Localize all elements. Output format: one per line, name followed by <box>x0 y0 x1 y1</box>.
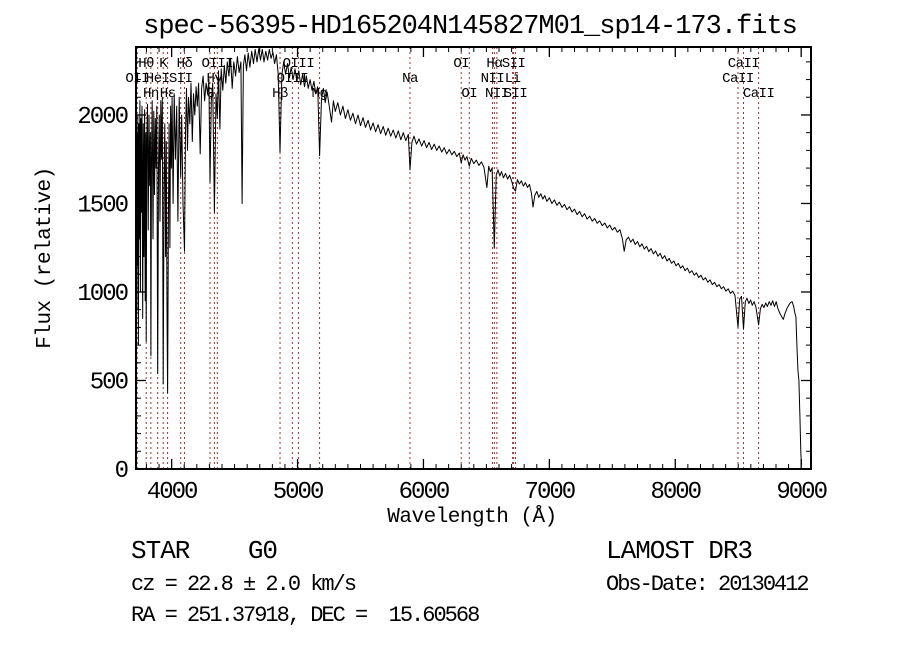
y-tick-label: 500 <box>90 369 128 396</box>
spectral-line-label: CaII <box>722 71 754 87</box>
spectral-line-label: NII <box>481 71 505 87</box>
x-tick-label: 8000 <box>650 479 700 506</box>
object-class-label: STAR G0 <box>131 536 278 566</box>
spectral-line-label: Hδ <box>177 56 193 72</box>
obs-date-label: Obs-Date: 20130412 <box>606 572 810 597</box>
spectral-line-label: OII <box>125 71 149 87</box>
spectral-line-label: Hα <box>486 56 502 72</box>
y-tick-label: 1500 <box>77 192 127 219</box>
spectrum-line <box>135 48 803 465</box>
y-tick-label: 2000 <box>77 104 127 131</box>
spectral-line-label: Na <box>402 71 418 87</box>
y-tick-label: 1000 <box>77 281 127 308</box>
y-tick-label: 0 <box>115 458 128 485</box>
x-tick-label: 7000 <box>525 479 575 506</box>
spectral-line-label: Hγ <box>207 71 223 87</box>
spectral-line-label: NII <box>485 86 509 102</box>
spectral-line-label: OI <box>453 56 469 72</box>
redshift-velocity-label: cz = 22.8 ± 2.0 km/s <box>131 572 357 597</box>
ra-dec-label: RA = 251.37918, DEC = 15.60568 <box>131 603 480 628</box>
spectral-line-label: Hβ <box>272 86 288 102</box>
spectral-line-label: K <box>159 56 168 72</box>
spectral-line-label: SII <box>169 71 193 87</box>
spectral-line-label: Hε <box>160 86 176 102</box>
spectral-line-markers <box>136 47 760 469</box>
spectral-line-label: G <box>206 86 214 102</box>
plot-title: spec-56395-HD165204N145827M01_sp14-173.f… <box>143 12 797 42</box>
spectral-line-label: Hθ <box>138 56 154 72</box>
spectral-line-label: SII <box>504 86 528 102</box>
spectral-line-labels: OIIHθHηHeIKHεSIIHδGHγOIIIHβOIIIOIIIMgNaO… <box>125 56 775 102</box>
plot-frame <box>135 46 812 470</box>
plot-frame-and-ticks: 4000 5000 6000 7000 8000 9000 0 500 1000 1500 2000 <box>77 46 829 506</box>
spectral-line-label: OIII <box>277 71 309 87</box>
spectral-line-label: Mg <box>312 86 328 102</box>
spectral-line-label: OIII <box>202 56 234 72</box>
survey-release-label: LAMOST DR3 <box>606 536 753 566</box>
x-axis-title: Wavelength (Å) <box>387 506 556 529</box>
spectral-line-label: OIII <box>283 56 315 72</box>
x-tick-label: 4000 <box>147 479 197 506</box>
spectral-line-label: HeI <box>146 71 170 87</box>
x-tick-label: 5000 <box>273 479 323 506</box>
x-tick-label: 6000 <box>399 479 449 506</box>
spectral-line-label: CaII <box>728 56 760 72</box>
spectral-line-label: Li <box>505 71 521 87</box>
spectral-line-label: CaII <box>743 86 775 102</box>
y-axis-title: Flux (relative) <box>34 167 57 349</box>
spectrum-trace <box>135 48 803 465</box>
x-tick-label: 9000 <box>776 479 826 506</box>
spectral-line-label: OI <box>461 86 477 102</box>
spectral-line-label: Hη <box>143 86 159 102</box>
spectral-line-label: SII <box>502 56 526 72</box>
